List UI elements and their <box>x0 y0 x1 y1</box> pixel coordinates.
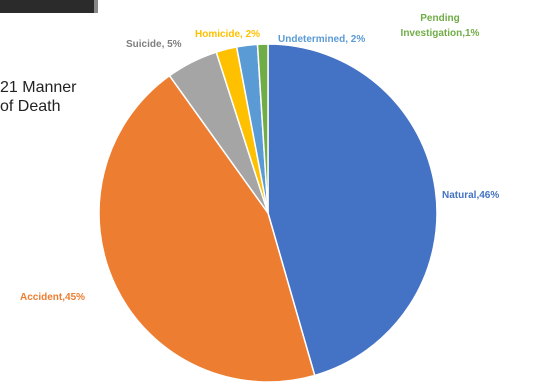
pie-slice-pending-investigation <box>256 43 269 214</box>
data-label-undetermined: Undetermined, 2% <box>278 34 365 45</box>
pie-slice-natural <box>267 43 438 377</box>
caption-line-2: of Death <box>0 98 61 115</box>
data-label-homicide: Homicide, 2% <box>195 29 260 40</box>
data-label-accident: Accident,45% <box>20 292 85 303</box>
data-label-suicide: Suicide, 5% <box>126 39 182 50</box>
banner-edge <box>94 0 98 13</box>
data-label-natural: Natural,46% <box>442 190 499 201</box>
chart-caption: 21 Manner of Death <box>0 78 77 116</box>
top-banner <box>0 0 98 13</box>
caption-line-1: 21 Manner <box>0 79 77 96</box>
pie-slice-accident <box>98 74 316 383</box>
data-label-pending-investigation: Pending Investigation,1% <box>401 13 480 39</box>
